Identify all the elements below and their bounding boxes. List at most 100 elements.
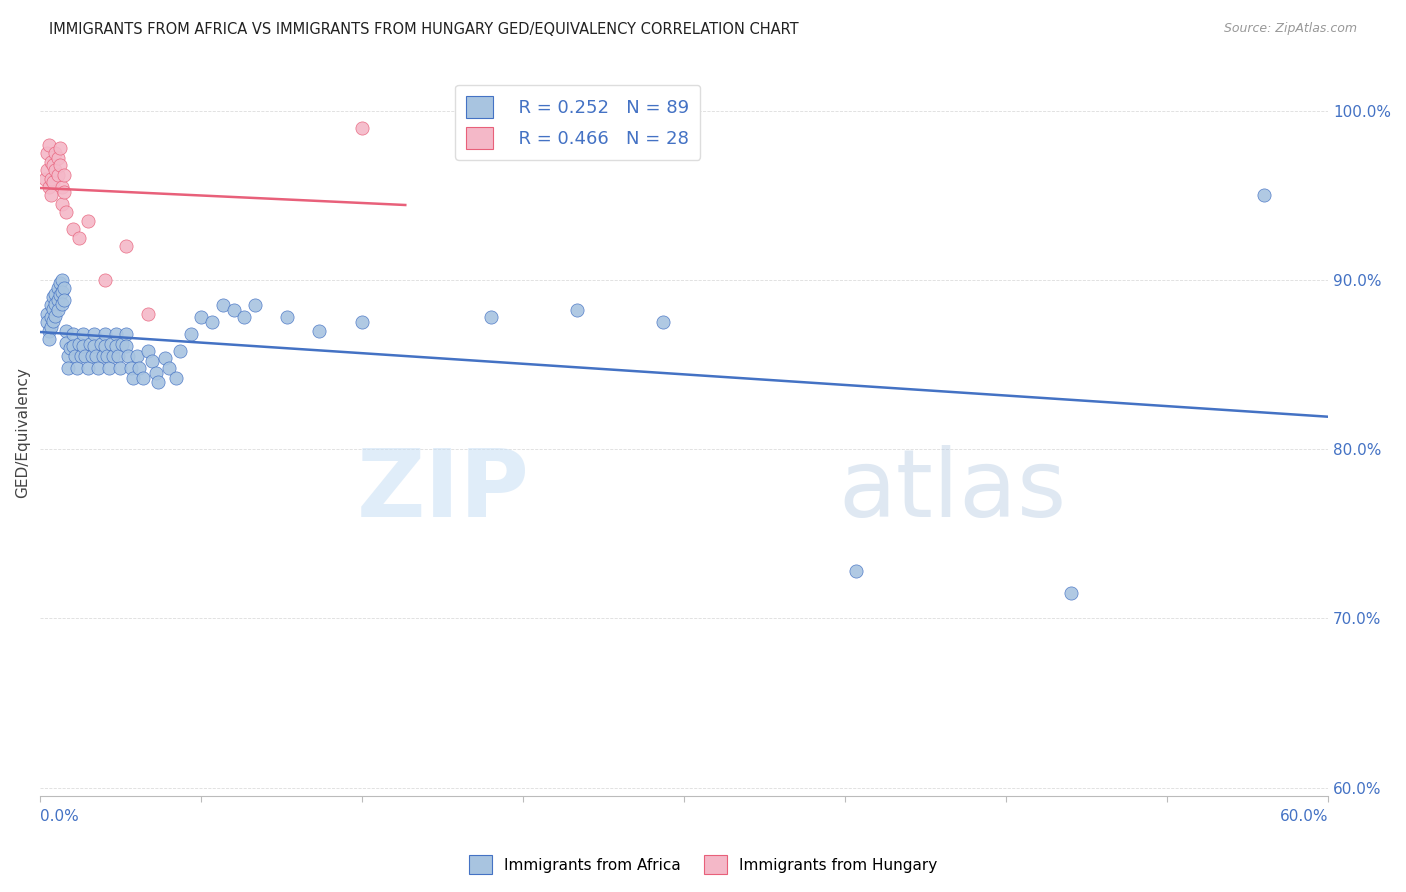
Point (38, 332, 60, 346)
Point (53, 281, 76, 295)
Point (125, 349, 148, 363)
Point (59, 341, 82, 355)
Point (51, 296, 73, 310)
Point (91, 349, 114, 363)
Point (165, 371, 187, 385)
Point (46, 151, 69, 165)
Point (34, 171, 56, 186)
Text: 60.0%: 60.0% (1279, 809, 1329, 824)
Point (48, 288, 70, 302)
Point (46, 303, 69, 318)
Point (38, 180, 60, 194)
Text: atlas: atlas (839, 444, 1067, 536)
Point (103, 349, 125, 363)
Point (62, 222, 84, 236)
Point (55, 324, 77, 338)
Point (153, 351, 176, 365)
Point (141, 354, 163, 368)
Point (115, 339, 138, 353)
Point (48, 158, 70, 172)
Point (233, 310, 256, 325)
Text: 0.0%: 0.0% (41, 809, 79, 824)
Point (96, 349, 118, 363)
Point (87, 361, 110, 376)
Point (108, 361, 131, 376)
Point (104, 327, 127, 342)
Point (42, 301, 65, 316)
Point (63, 349, 86, 363)
Point (44, 286, 66, 301)
Point (76, 361, 98, 376)
Point (53, 185, 76, 199)
Point (62, 327, 84, 342)
Point (46, 168, 69, 182)
Point (845, 564, 868, 578)
Point (222, 303, 245, 318)
Point (136, 344, 159, 359)
Point (115, 327, 138, 342)
Point (42, 158, 65, 172)
Point (53, 293, 76, 308)
Point (104, 339, 127, 353)
Point (75, 349, 97, 363)
Point (44, 309, 66, 323)
Point (51, 273, 73, 287)
Point (120, 361, 142, 376)
Point (157, 361, 180, 376)
Point (190, 310, 212, 325)
Point (38, 324, 60, 338)
Point (111, 337, 134, 351)
Point (83, 339, 105, 353)
Point (169, 344, 191, 359)
Point (136, 307, 159, 321)
Point (42, 290, 65, 304)
Point (117, 349, 139, 363)
Point (72, 339, 94, 353)
Point (145, 366, 167, 380)
Point (55, 205, 77, 219)
Point (180, 327, 202, 342)
Point (148, 375, 170, 389)
Point (211, 298, 233, 312)
Point (44, 296, 66, 310)
Point (58, 361, 80, 376)
Point (479, 310, 502, 325)
Point (38, 137, 60, 152)
Point (67, 231, 90, 245)
Point (35, 315, 58, 329)
Point (132, 371, 155, 385)
Point (35, 307, 58, 321)
Point (66, 361, 89, 376)
Point (98, 361, 121, 376)
Point (35, 146, 58, 161)
Point (39, 310, 62, 325)
Point (94, 327, 117, 342)
Point (39, 320, 62, 334)
Text: IMMIGRANTS FROM AFRICA VS IMMIGRANTS FROM HUNGARY GED/EQUIVALENCY CORRELATION CH: IMMIGRANTS FROM AFRICA VS IMMIGRANTS FRO… (49, 22, 799, 37)
Point (1253, 188, 1275, 202)
Point (67, 337, 90, 351)
Point (51, 180, 73, 194)
Point (94, 339, 117, 353)
Point (76, 214, 98, 228)
Point (651, 315, 673, 329)
Point (128, 361, 150, 376)
Point (46, 293, 69, 308)
Point (70, 349, 93, 363)
Point (72, 327, 94, 342)
Point (84, 349, 107, 363)
Point (48, 277, 70, 291)
Point (44, 146, 66, 161)
Point (107, 349, 129, 363)
Point (79, 337, 101, 351)
Point (58, 349, 80, 363)
Legend: Immigrants from Africa, Immigrants from Hungary: Immigrants from Africa, Immigrants from … (463, 849, 943, 880)
Point (42, 313, 65, 327)
Point (62, 339, 84, 353)
Text: Source: ZipAtlas.com: Source: ZipAtlas.com (1223, 22, 1357, 36)
Text: ZIP: ZIP (357, 444, 530, 536)
Point (201, 315, 224, 329)
Point (48, 141, 70, 155)
Point (51, 197, 73, 211)
Point (565, 303, 588, 318)
